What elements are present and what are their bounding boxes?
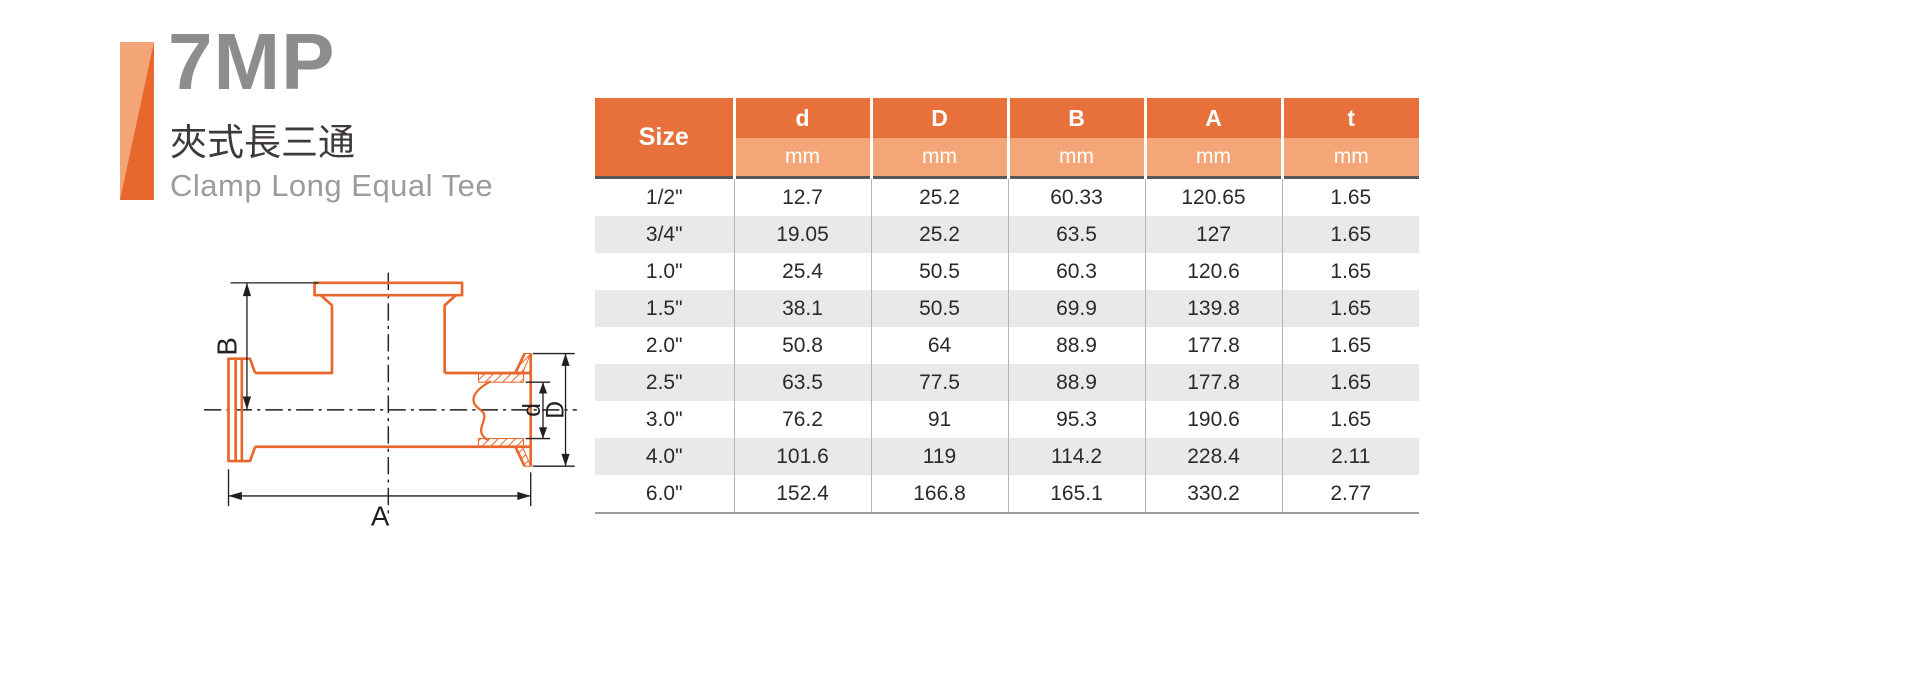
dim-label-d: d — [519, 403, 546, 417]
value-cell-t: 1.65 — [1330, 407, 1372, 431]
value-cell-t: 1.65 — [1330, 222, 1372, 246]
value-cell-d: 50.8 — [734, 327, 872, 364]
value-cell-B: 88.9 — [1008, 327, 1146, 364]
dimension-D-arrows — [561, 353, 570, 467]
column-header-t: t — [1282, 98, 1419, 138]
size-cell: 3/4" — [595, 216, 735, 253]
value-cell-A: 120.6 — [1145, 253, 1283, 290]
size-cell: 1.5" — [595, 290, 735, 327]
value-cell-D: 25.2 — [871, 177, 1009, 216]
value-cell-t: 2.77 — [1330, 481, 1372, 505]
size-cell: 2.0" — [595, 327, 735, 364]
value-cell-B: 88.9 — [1008, 364, 1146, 401]
gasket-hatch — [477, 353, 532, 467]
value-cell-A: 228.4 — [1145, 438, 1283, 475]
table-row: 1.5" 38.1 50.5 69.9 139.8 1.65 — [595, 290, 1419, 327]
size-cell: 2.5" — [595, 364, 735, 401]
table-row: 3/4" 19.05 25.2 63.5 127 1.65 — [595, 216, 1419, 253]
size-column-header: Size — [595, 98, 736, 178]
table-row: 2.0" 50.8 64 88.9 177.8 1.65 — [595, 327, 1419, 364]
value-cell-d: 63.5 — [734, 364, 872, 401]
value-cell-D: 50.5 — [871, 253, 1009, 290]
product-title-chinese: 夾式長三通 — [170, 122, 355, 163]
value-cell-A: 177.8 — [1145, 364, 1283, 401]
dimension-D-lines — [532, 352, 575, 467]
dimension-d-arrows — [538, 382, 548, 439]
value-cell-A: 120.65 — [1145, 177, 1283, 216]
value-cell-B: 165.1 — [1008, 475, 1146, 513]
column-header-d: d — [734, 98, 873, 138]
unit-header-A: mm — [1145, 138, 1284, 178]
dimension-A-lines — [227, 469, 532, 507]
value-cell-D: 166.8 — [871, 475, 1009, 513]
value-cell-t: 1.65 — [1330, 370, 1372, 394]
column-header-D: D — [871, 98, 1010, 138]
size-cell: 4.0" — [595, 438, 735, 475]
value-cell-D: 119 — [871, 438, 1009, 475]
accent-bar — [120, 42, 154, 200]
value-cell-t: 2.11 — [1331, 444, 1371, 468]
value-cell-t: 1.65 — [1330, 333, 1372, 357]
size-cell: 1/2" — [595, 177, 735, 216]
table-row: 4.0" 101.6 119 114.2 228.4 2.11 — [595, 438, 1419, 475]
tee-drawing-svg: B A d — [203, 272, 577, 532]
value-cell-d: 101.6 — [734, 438, 872, 475]
table-row: 1.0" 25.4 50.5 60.3 120.6 1.65 — [595, 253, 1419, 290]
value-cell-d: 12.7 — [734, 177, 872, 216]
value-cell-d: 76.2 — [734, 401, 872, 438]
value-cell-B: 63.5 — [1008, 216, 1146, 253]
value-cell-A: 127 — [1145, 216, 1283, 253]
value-cell-d: 25.4 — [734, 253, 872, 290]
value-cell-d: 152.4 — [734, 475, 872, 513]
value-cell-D: 77.5 — [871, 364, 1009, 401]
value-cell-A: 177.8 — [1145, 327, 1283, 364]
unit-header-d: mm — [734, 138, 873, 178]
value-cell-d: 38.1 — [734, 290, 872, 327]
value-cell-D: 91 — [871, 401, 1009, 438]
value-cell-t: 1.65 — [1330, 296, 1372, 320]
size-cell: 6.0" — [595, 475, 735, 513]
value-cell-B: 60.3 — [1008, 253, 1146, 290]
value-cell-D: 25.2 — [871, 216, 1009, 253]
value-cell-B: 60.33 — [1008, 177, 1146, 216]
unit-header-t: mm — [1282, 138, 1419, 178]
value-cell-B: 114.2 — [1008, 438, 1146, 475]
dim-label-B: B — [212, 337, 243, 355]
header-unit-row: mm mm mm mm mm — [595, 138, 1419, 178]
size-cell: 1.0" — [595, 253, 735, 290]
dimension-A-arrows — [228, 491, 531, 501]
product-title-english: Clamp Long Equal Tee — [170, 168, 494, 203]
value-cell-A: 330.2 — [1145, 475, 1283, 513]
column-header-B: B — [1008, 98, 1147, 138]
value-cell-D: 50.5 — [871, 290, 1009, 327]
table-row: 6.0" 152.4 166.8 165.1 330.2 2.77 — [595, 475, 1419, 513]
unit-header-B: mm — [1008, 138, 1147, 178]
dimension-B-lines — [230, 282, 319, 410]
value-cell-D: 64 — [871, 327, 1009, 364]
unit-header-D: mm — [871, 138, 1010, 178]
value-cell-A: 139.8 — [1145, 290, 1283, 327]
dimension-B-arrows — [242, 282, 252, 410]
spec-table-body: 1/2" 12.7 25.2 60.33 120.65 1.65 3/4" 19.05 25.2… — [595, 177, 1419, 513]
table-row: 1/2" 12.7 25.2 60.33 120.65 1.65 — [595, 177, 1419, 216]
table-row: 3.0" 76.2 91 95.3 190.6 1.65 — [595, 401, 1419, 438]
product-code: 7MP — [168, 17, 336, 106]
value-cell-B: 95.3 — [1008, 401, 1146, 438]
dim-label-A: A — [371, 501, 390, 530]
value-cell-B: 69.9 — [1008, 290, 1146, 327]
table-row: 2.5" 63.5 77.5 88.9 177.8 1.65 — [595, 364, 1419, 401]
column-header-A: A — [1145, 98, 1284, 138]
value-cell-d: 19.05 — [734, 216, 872, 253]
size-cell: 3.0" — [595, 401, 735, 438]
value-cell-t: 1.65 — [1330, 185, 1372, 209]
value-cell-t: 1.65 — [1330, 259, 1372, 283]
tee-fitting-diagram: B A d — [165, 258, 585, 532]
dim-label-D: D — [542, 401, 569, 419]
value-cell-A: 190.6 — [1145, 401, 1283, 438]
